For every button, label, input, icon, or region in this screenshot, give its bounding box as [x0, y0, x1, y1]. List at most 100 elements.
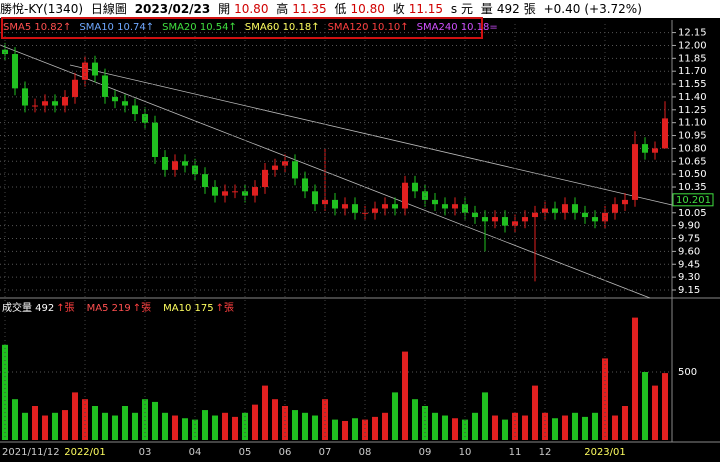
y-tick-label: 9.30 [678, 272, 700, 283]
x-tick-label: 11 [509, 447, 522, 458]
volume-bar [382, 412, 388, 440]
candle-body [72, 79, 78, 97]
volume-legend: MA10 175 [163, 303, 213, 314]
unit: 張 [523, 2, 536, 16]
volume-bar [612, 415, 618, 440]
candle-body [82, 62, 88, 80]
candle-body [182, 161, 188, 166]
candle-body [582, 212, 588, 218]
x-tick-label: 09 [419, 447, 432, 458]
candle-body [602, 212, 608, 222]
candle-body [42, 101, 48, 106]
candle-body [292, 161, 298, 179]
legend-item: SMA120 10.10↑ [327, 22, 409, 33]
x-tick-label: 03 [139, 447, 152, 458]
candle-body [122, 101, 128, 106]
candle-body [402, 182, 408, 209]
candle-body [142, 114, 148, 123]
volume-bar [552, 418, 558, 440]
y-tick-label: 10.05 [678, 208, 707, 219]
candle-body [2, 49, 8, 55]
volume-bar [542, 412, 548, 440]
candle-body [382, 204, 388, 209]
legend-item: SMA20 10.54↑ [162, 22, 237, 33]
chart-kind: 日線圖 [90, 2, 127, 16]
y2-tick-label: 500 [678, 367, 697, 378]
volume-bar [22, 412, 28, 440]
volume-legend-arrow: ↑張 [56, 302, 74, 314]
candle-body [472, 212, 478, 218]
volume-bar [362, 419, 368, 440]
candle-body [552, 208, 558, 213]
volume-bar [512, 412, 518, 440]
candle-body [302, 178, 308, 192]
candle-body [92, 62, 98, 76]
value: 11.35 [292, 2, 327, 16]
volume-bar [72, 392, 78, 440]
y-tick-label: 9.15 [678, 285, 700, 296]
y-tick-label: 11.25 [678, 105, 707, 116]
candle-body [32, 105, 38, 107]
candle-body [342, 204, 348, 209]
volume-bar [372, 416, 378, 440]
candle-body [112, 96, 118, 102]
volume-bar [522, 415, 528, 440]
candle-body [612, 204, 618, 213]
y-tick-label: 12.15 [678, 28, 707, 39]
candle-body [172, 161, 178, 170]
volume-bar [412, 399, 418, 440]
candle-body [212, 187, 218, 196]
volume-bar [92, 406, 98, 440]
candle-body [662, 118, 668, 149]
price-marker: 10.201 [676, 195, 711, 206]
volume-legend: 成交量 492 [2, 301, 54, 314]
y-tick-label: 10.65 [678, 156, 707, 167]
candle-body [572, 204, 578, 213]
volume-bar [252, 404, 258, 440]
candle-body [542, 208, 548, 213]
candle-body [252, 187, 258, 196]
y-tick-label: 11.55 [678, 79, 707, 90]
y-tick-label: 11.40 [678, 92, 707, 103]
y-tick-label: 10.80 [678, 143, 707, 154]
candle-body [442, 204, 448, 209]
volume-bar [222, 412, 228, 440]
volume-bar [282, 406, 288, 440]
legend-item: SMA60 10.18↑ [244, 22, 320, 33]
volume-bar [562, 415, 568, 440]
candle-body [282, 161, 288, 166]
volume-bar [212, 415, 218, 440]
label: 低 [334, 2, 347, 16]
candle-body [482, 217, 488, 222]
x-tick-label: 2023/01 [584, 447, 626, 458]
candle-body [622, 199, 628, 205]
volume-bar [232, 416, 238, 440]
volume-bar [452, 418, 458, 440]
x-tick-label: 05 [239, 447, 252, 458]
candle-body [532, 212, 538, 218]
x-tick-label: 2021/11/12 [2, 447, 60, 458]
candle-body [192, 165, 198, 175]
volume-bar [622, 406, 628, 440]
candle-body [352, 204, 358, 213]
y-tick-label: 10.35 [678, 182, 707, 193]
price-legend: SMA5 10.82↑ SMA10 10.74↑ SMA20 10.54↑ SMA60… [1, 17, 498, 39]
date: 2023/02/23 [134, 2, 211, 16]
candle-body [592, 217, 598, 222]
volume-bar [402, 351, 408, 440]
trend-line [69, 64, 673, 206]
candle-body [512, 221, 518, 226]
candle-body [162, 156, 168, 170]
candle-body [422, 191, 428, 200]
volume-bar [652, 385, 658, 440]
x-tick-label: 2022/01 [64, 447, 106, 458]
volume-bar [392, 392, 398, 440]
volume-bar [642, 372, 648, 440]
change-pct: (+3.72%) [584, 2, 642, 16]
y-tick-label: 9.45 [678, 259, 700, 270]
volume-bar [142, 399, 148, 440]
volume-bar [532, 385, 538, 440]
value: 10.80 [350, 2, 385, 16]
